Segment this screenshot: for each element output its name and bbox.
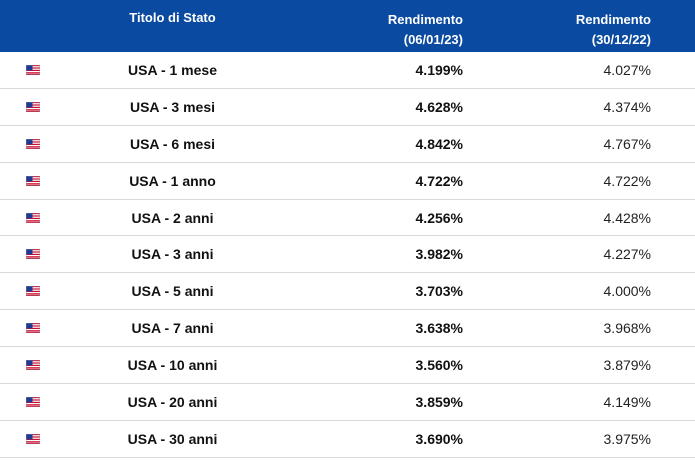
us-flag-icon — [26, 323, 40, 334]
yield-current: 3.638% — [415, 320, 463, 337]
us-flag-icon — [26, 397, 40, 408]
yield-current: 3.982% — [415, 246, 463, 263]
yield-previous: 3.879% — [603, 357, 651, 374]
us-flag-icon — [26, 286, 40, 297]
bond-name: USA - 10 anni — [127, 357, 218, 374]
header-current-yield: Rendimento (06/01/23) — [313, 10, 463, 50]
yield-previous: 4.000% — [603, 283, 651, 300]
table-row: USA - 5 anni 3.703% 4.000% — [0, 273, 695, 311]
table-row: USA - 7 anni 3.638% 3.968% — [0, 310, 695, 348]
yield-current: 3.703% — [415, 283, 463, 300]
table-body: USA - 1 mese 4.199% 4.027% USA - 3 mesi 4.62… — [0, 52, 695, 458]
yield-previous: 3.975% — [603, 430, 651, 447]
table-row: USA - 20 anni 3.859% 4.149% — [0, 384, 695, 421]
us-flag-icon — [26, 138, 40, 149]
header-previous-yield-label: Rendimento — [575, 12, 651, 27]
yield-current: 3.690% — [415, 430, 463, 447]
bond-name: USA - 5 anni — [131, 283, 214, 300]
table-row: USA - 1 mese 4.199% 4.027% — [0, 52, 695, 89]
bond-name: USA - 30 anni — [127, 430, 218, 447]
yield-previous: 4.767% — [603, 135, 651, 152]
yield-current: 3.859% — [415, 394, 463, 411]
us-flag-icon — [26, 212, 40, 223]
yield-previous: 4.227% — [603, 246, 651, 263]
table-header: Titolo di Stato Rendimento (06/01/23) Re… — [0, 0, 695, 52]
yield-current: 3.560% — [415, 357, 463, 374]
bond-name: USA - 1 mese — [128, 62, 217, 78]
yield-previous: 3.968% — [603, 320, 651, 337]
header-title: Titolo di Stato — [129, 10, 216, 25]
yield-current: 4.199% — [415, 62, 463, 78]
yield-current: 4.628% — [415, 98, 463, 115]
header-previous-yield: Rendimento (30/12/22) — [501, 10, 651, 50]
yield-previous: 4.149% — [603, 394, 651, 411]
bond-name: USA - 2 anni — [131, 209, 214, 226]
header-current-yield-label: Rendimento — [387, 12, 463, 27]
us-flag-icon — [26, 433, 40, 444]
table-row: USA - 10 anni 3.560% 3.879% — [0, 347, 695, 385]
us-flag-icon — [26, 249, 40, 260]
bond-name: USA - 6 mesi — [129, 135, 216, 152]
yield-current: 4.842% — [415, 135, 463, 152]
table-row: USA - 6 mesi 4.842% 4.767% — [0, 126, 695, 163]
header-previous-yield-date: (30/12/22) — [591, 32, 651, 47]
yield-previous: 4.027% — [603, 62, 651, 78]
table-row: USA - 3 anni 3.982% 4.227% — [0, 236, 695, 274]
yield-previous: 4.428% — [603, 209, 651, 226]
us-flag-icon — [26, 175, 40, 186]
bond-name: USA - 7 anni — [131, 320, 214, 337]
bond-name: USA - 3 anni — [131, 246, 214, 263]
header-current-yield-date: (06/01/23) — [403, 32, 463, 47]
table-row: USA - 2 anni 4.256% 4.428% — [0, 200, 695, 237]
us-flag-icon — [26, 65, 40, 75]
table-row: USA - 30 anni 3.690% 3.975% — [0, 421, 695, 458]
yield-current: 4.722% — [415, 172, 463, 189]
us-flag-icon — [26, 101, 40, 112]
bond-name: USA - 20 anni — [127, 394, 218, 411]
bond-name: USA - 3 mesi — [129, 98, 216, 115]
yield-previous: 4.722% — [603, 172, 651, 189]
bond-name: USA - 1 anno — [129, 172, 216, 189]
table-row: USA - 3 mesi 4.628% 4.374% — [0, 89, 695, 126]
us-flag-icon — [26, 360, 40, 371]
yield-current: 4.256% — [415, 209, 463, 226]
table-row: USA - 1 anno 4.722% 4.722% — [0, 163, 695, 200]
yield-previous: 4.374% — [603, 98, 651, 115]
